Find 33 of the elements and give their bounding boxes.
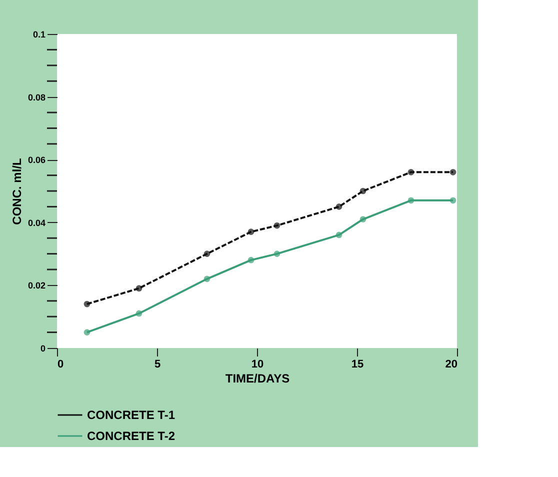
- y-axis-title: CONC. ml/L: [10, 158, 24, 225]
- x-tick-label: 10: [251, 358, 264, 370]
- x-tick-label: 0: [58, 358, 64, 370]
- point: [450, 197, 456, 204]
- point: [360, 188, 366, 194]
- point: [136, 285, 142, 292]
- point: [204, 276, 210, 282]
- point: [450, 169, 456, 176]
- point: [84, 329, 90, 336]
- y-tick-label: 0.04: [28, 218, 46, 228]
- point: [274, 250, 280, 257]
- point: [274, 222, 280, 229]
- point: [248, 256, 254, 264]
- x-tick-label: 5: [154, 358, 161, 370]
- point: [204, 250, 210, 257]
- x-axis-title: TIME/DAYS: [225, 372, 290, 386]
- y-tick-label: 0.02: [28, 280, 46, 291]
- y-tick-label: 0: [40, 344, 46, 354]
- point: [408, 169, 414, 176]
- y-tick-label: 0.1: [32, 30, 46, 40]
- point: [336, 204, 342, 210]
- legend-label: CONCRETE T-1: [87, 408, 176, 422]
- point: [408, 197, 414, 204]
- x-tick-label: 20: [445, 358, 458, 370]
- point: [360, 216, 366, 222]
- y-tick-label: 0.08: [28, 92, 46, 102]
- x-tick-label: 15: [351, 358, 364, 370]
- point: [336, 232, 342, 238]
- legend-label: CONCRETE T-2: [87, 429, 176, 443]
- point: [248, 228, 254, 235]
- point: [136, 310, 142, 317]
- point: [84, 300, 90, 308]
- y-tick-label: 0.06: [28, 155, 46, 166]
